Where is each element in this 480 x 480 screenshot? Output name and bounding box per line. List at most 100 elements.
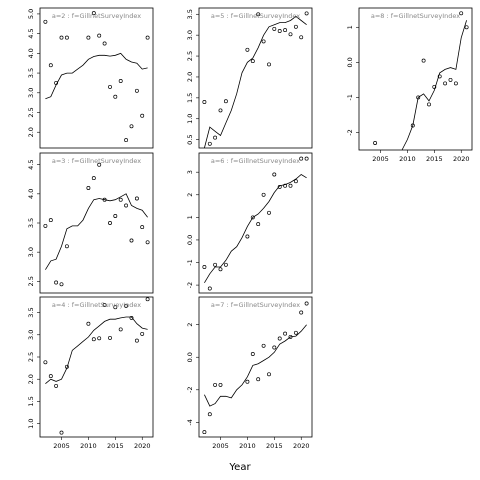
panel-label: a=2 : f=GillnetSurveyIndex xyxy=(52,12,141,20)
y-tick-label: 3.0 xyxy=(27,330,35,340)
data-point xyxy=(48,374,53,379)
data-point xyxy=(453,81,458,86)
data-point xyxy=(437,74,442,79)
data-point xyxy=(140,331,145,336)
data-point xyxy=(202,100,207,104)
panel-frame xyxy=(39,7,154,149)
data-point xyxy=(48,218,53,223)
x-tick-label: 2015 xyxy=(266,442,283,450)
x-tick-label: 2010 xyxy=(399,155,416,163)
data-point xyxy=(86,186,91,190)
data-point xyxy=(299,310,304,315)
data-point xyxy=(421,58,426,63)
data-point xyxy=(459,11,464,16)
data-point xyxy=(64,364,69,369)
data-point xyxy=(218,267,223,272)
fitted-line xyxy=(401,20,467,151)
data-point xyxy=(245,379,250,384)
data-point xyxy=(267,62,271,67)
y-tick-label: -4 xyxy=(186,419,194,425)
y-tick-label: 2 xyxy=(186,323,194,327)
data-point xyxy=(64,35,69,40)
data-point xyxy=(129,238,134,243)
data-point xyxy=(218,108,223,113)
data-point xyxy=(288,32,293,37)
data-point xyxy=(432,84,437,89)
data-point xyxy=(299,35,304,40)
fitted-line xyxy=(204,324,307,407)
data-point xyxy=(91,11,96,16)
data-point xyxy=(250,215,255,220)
data-point xyxy=(124,203,129,208)
data-point xyxy=(256,12,261,17)
data-point xyxy=(102,303,107,307)
data-point xyxy=(293,179,298,184)
y-tick-label: 1.5 xyxy=(27,396,35,406)
data-point xyxy=(213,262,218,267)
y-tick-label: 3.5 xyxy=(27,307,35,317)
data-point xyxy=(102,197,107,202)
panel-label: a=8 : f=GillnetSurveyIndex xyxy=(371,12,460,20)
data-point xyxy=(134,88,139,93)
y-tick-label: 2 xyxy=(186,193,194,197)
data-point xyxy=(207,412,212,417)
data-point xyxy=(118,79,123,83)
panel-label: a=7 : f=GillnetSurveyIndex xyxy=(211,301,300,309)
x-tick-label: 2005 xyxy=(372,155,389,163)
y-tick-label: -2 xyxy=(346,129,354,135)
y-tick-label: 3.5 xyxy=(186,9,194,19)
data-point xyxy=(54,280,59,285)
data-point xyxy=(59,35,64,40)
x-tick-label: 2005 xyxy=(53,442,70,450)
data-point xyxy=(293,24,298,29)
data-point xyxy=(416,95,421,100)
y-tick-label: 2.5 xyxy=(27,107,35,117)
data-point xyxy=(267,210,271,215)
data-point xyxy=(97,33,102,38)
data-point xyxy=(91,176,96,181)
data-point xyxy=(202,430,207,435)
panel-frame xyxy=(198,7,313,149)
x-tick-label: 2015 xyxy=(426,155,443,163)
y-tick-label: 0.0 xyxy=(186,235,194,245)
panel-label: a=4 : f=GillnetSurveyIndex xyxy=(52,301,141,309)
data-point xyxy=(118,197,123,202)
y-tick-label: 2.5 xyxy=(27,276,35,286)
data-point xyxy=(91,337,96,342)
chart-panel: 2.0 2.5 3.0 3.5 4.0 4.5 5.0 a=2 : f=GillnetSurv… xyxy=(27,7,154,149)
chart-panel: 2.5 3.0 3.5 4.0 4.5 a=3 : f=GillnetSurveyInde… xyxy=(27,152,154,294)
y-tick-label: 4.5 xyxy=(27,159,35,169)
data-point xyxy=(124,138,129,143)
data-point xyxy=(256,377,261,382)
data-point xyxy=(54,80,59,85)
data-point xyxy=(272,172,277,177)
x-tick-label: 2010 xyxy=(80,442,97,450)
data-point xyxy=(373,141,378,145)
data-point xyxy=(277,184,282,189)
chart-panel: 0.5 1.0 1.5 2.0 2.5 3.0 3.5 a=5 : f=GillnetSurv… xyxy=(186,7,313,149)
data-point xyxy=(261,343,266,348)
data-point xyxy=(277,336,282,341)
data-point xyxy=(304,301,309,306)
data-point xyxy=(277,29,282,33)
data-point xyxy=(293,330,298,335)
data-point xyxy=(464,25,469,30)
data-point xyxy=(59,282,64,287)
data-point xyxy=(245,234,250,239)
data-point xyxy=(223,262,228,267)
data-point xyxy=(427,102,431,107)
x-tick-label: 2020 xyxy=(453,155,470,163)
y-tick-label: 4.0 xyxy=(27,189,35,199)
y-tick-label: 3.5 xyxy=(27,218,35,228)
chart-panel: 1.0 1.5 2.0 2.5 3.0 3.5 2005 2010 2015 2020 a=4 : … xyxy=(27,296,154,450)
x-tick-label: 2020 xyxy=(134,442,151,450)
y-tick-label: 1.0 xyxy=(27,418,35,428)
y-tick-label: -1 xyxy=(186,259,194,265)
data-point xyxy=(443,81,448,86)
data-point xyxy=(140,113,145,118)
x-tick-label: 2015 xyxy=(107,442,124,450)
panel-frame xyxy=(198,296,313,438)
data-point xyxy=(118,327,123,332)
data-point xyxy=(410,123,415,128)
